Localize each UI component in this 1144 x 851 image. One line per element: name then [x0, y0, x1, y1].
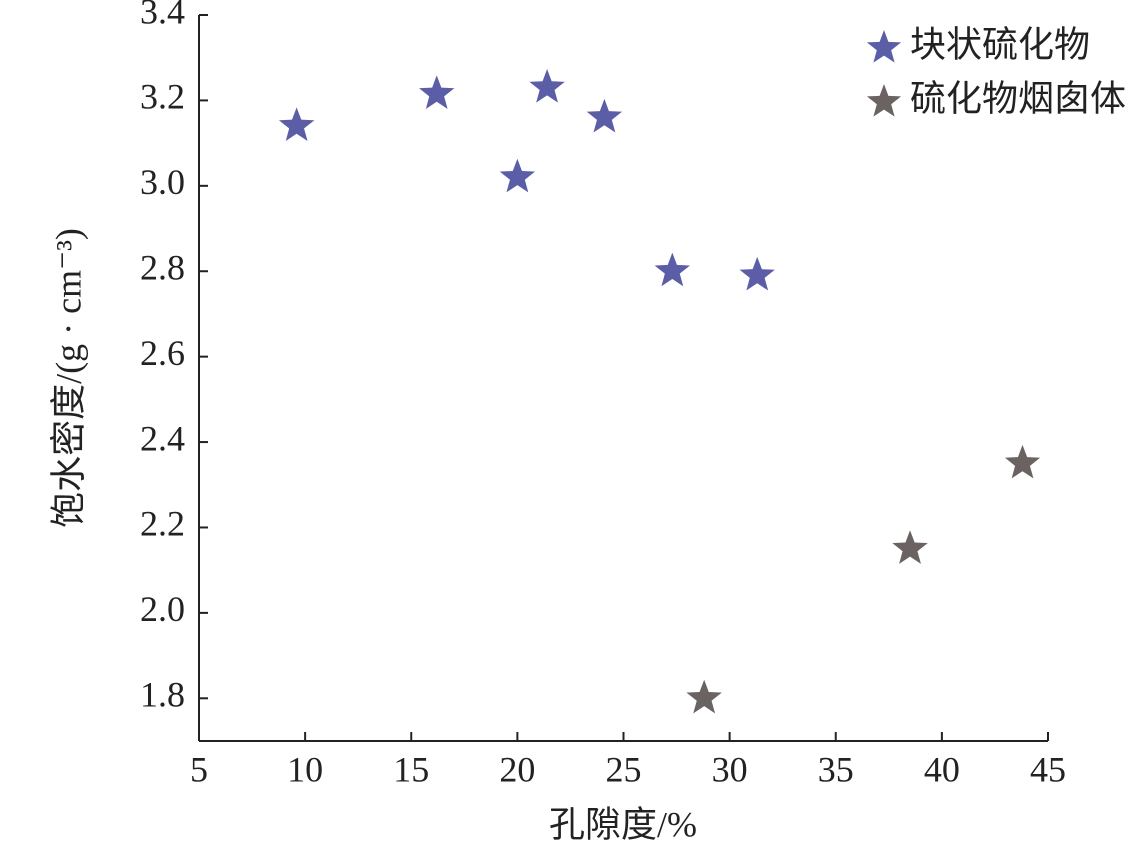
y-tick-label: 3.2 [140, 77, 185, 117]
point [736, 254, 778, 293]
legend-marker [866, 84, 902, 117]
x-axis-label: 孔隙度/% [549, 804, 697, 844]
y-tick-label: 3.4 [140, 0, 185, 31]
point [497, 155, 538, 195]
legend-marker [866, 30, 902, 63]
y-tick-label: 2.4 [140, 418, 185, 458]
x-tick-label: 25 [606, 749, 642, 789]
y-tick-label: 2.8 [140, 248, 185, 288]
x-tick-label: 20 [499, 749, 535, 789]
x-tick-label: 35 [818, 749, 854, 789]
point [889, 527, 931, 567]
point [1002, 441, 1043, 481]
point [683, 676, 725, 716]
y-tick-label: 2.0 [140, 589, 185, 629]
y-tick-label: 2.6 [140, 333, 185, 373]
x-tick-label: 10 [287, 749, 323, 789]
y-tick-label: 3.0 [140, 162, 185, 202]
y-axis-label: 饱水密度/(g · cm⁻³) [48, 228, 88, 528]
y-tick-label: 2.2 [140, 504, 185, 544]
point [416, 72, 458, 112]
point [651, 249, 693, 289]
y-tick-label: 1.8 [140, 675, 185, 715]
point [584, 96, 625, 135]
x-tick-label: 15 [393, 749, 429, 789]
legend-label: 硫化物烟囱体 [910, 78, 1126, 118]
x-tick-label: 40 [924, 749, 960, 789]
x-tick-label: 45 [1030, 749, 1066, 789]
x-tick-label: 30 [712, 749, 748, 789]
legend-label: 块状硫化物 [910, 24, 1090, 64]
point [276, 104, 318, 144]
x-tick-label: 5 [190, 749, 208, 789]
point [526, 66, 568, 105]
